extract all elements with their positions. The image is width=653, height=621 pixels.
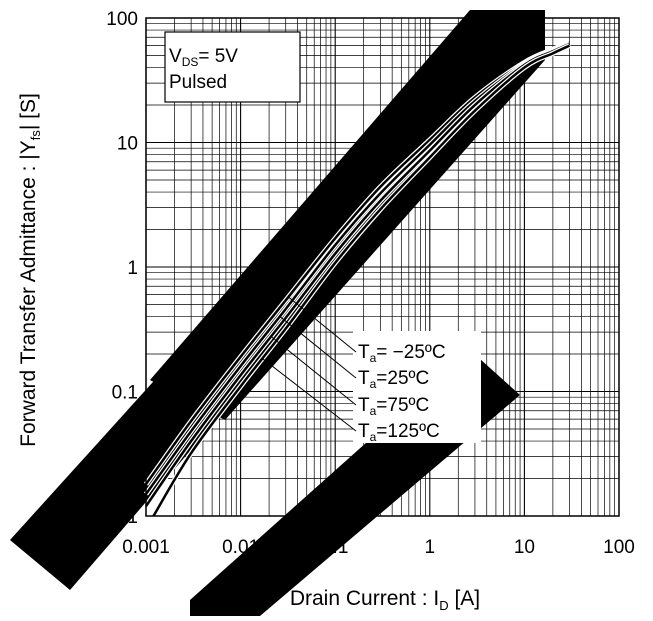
series-label-2: Ta=25ºC [358,368,429,391]
watermark-stroke [10,330,260,590]
x-axis-label: Drain Current : ID [A] [290,587,480,613]
conditions-box: VDS= 5V Pulsed [164,31,301,103]
y-tick-label: 1 [127,258,138,279]
series-label-1: Ta= −25ºC [358,342,446,365]
x-tick-label: 10 [514,537,535,558]
y-tick-label: 10 [117,134,138,155]
series-group [143,39,571,518]
conditions-pulsed: Pulsed [169,72,227,93]
series-label-3: Ta=75ºC [358,395,429,418]
y-axis-label: Forward Transfer Admittance : |Yfs| [S] [17,93,43,447]
watermark-stroke [150,10,545,420]
conditions-vds-symbol: V [169,46,182,67]
y-tick-label: 0.01 [101,507,138,528]
series-line-halo-4 [151,43,571,518]
x-tick-label: 0.01 [222,537,259,558]
y-tick-label: 100 [106,9,138,30]
conditions-vds-value: = 5V [198,46,238,67]
x-tick-label: 1 [425,537,436,558]
leader-line-3 [270,336,357,406]
series-line-4 [152,44,571,517]
svg-text:VDS= 5V: VDS= 5V [169,46,238,69]
x-tick-label: 0.1 [322,537,348,558]
y-tick-label: 0.1 [112,383,138,404]
tick-labels: 0.001 0.01 0.1 1 10 100 0.01 0.1 1 10 100 [101,9,635,558]
leader-line-1 [288,296,357,353]
leader-line-4 [262,358,357,432]
x-tick-label: 100 [603,537,635,558]
plot-frame [145,17,620,517]
series-label-4: Ta=125ºC [358,421,440,444]
leader-line-2 [279,316,357,379]
series-labels: Ta= −25ºC Ta=25ºC Ta=75ºC Ta=125ºC [358,342,446,444]
x-tick-label: 0.001 [122,537,170,558]
conditions-vds-subscript: DS [182,55,199,69]
leader-lines [262,296,357,432]
